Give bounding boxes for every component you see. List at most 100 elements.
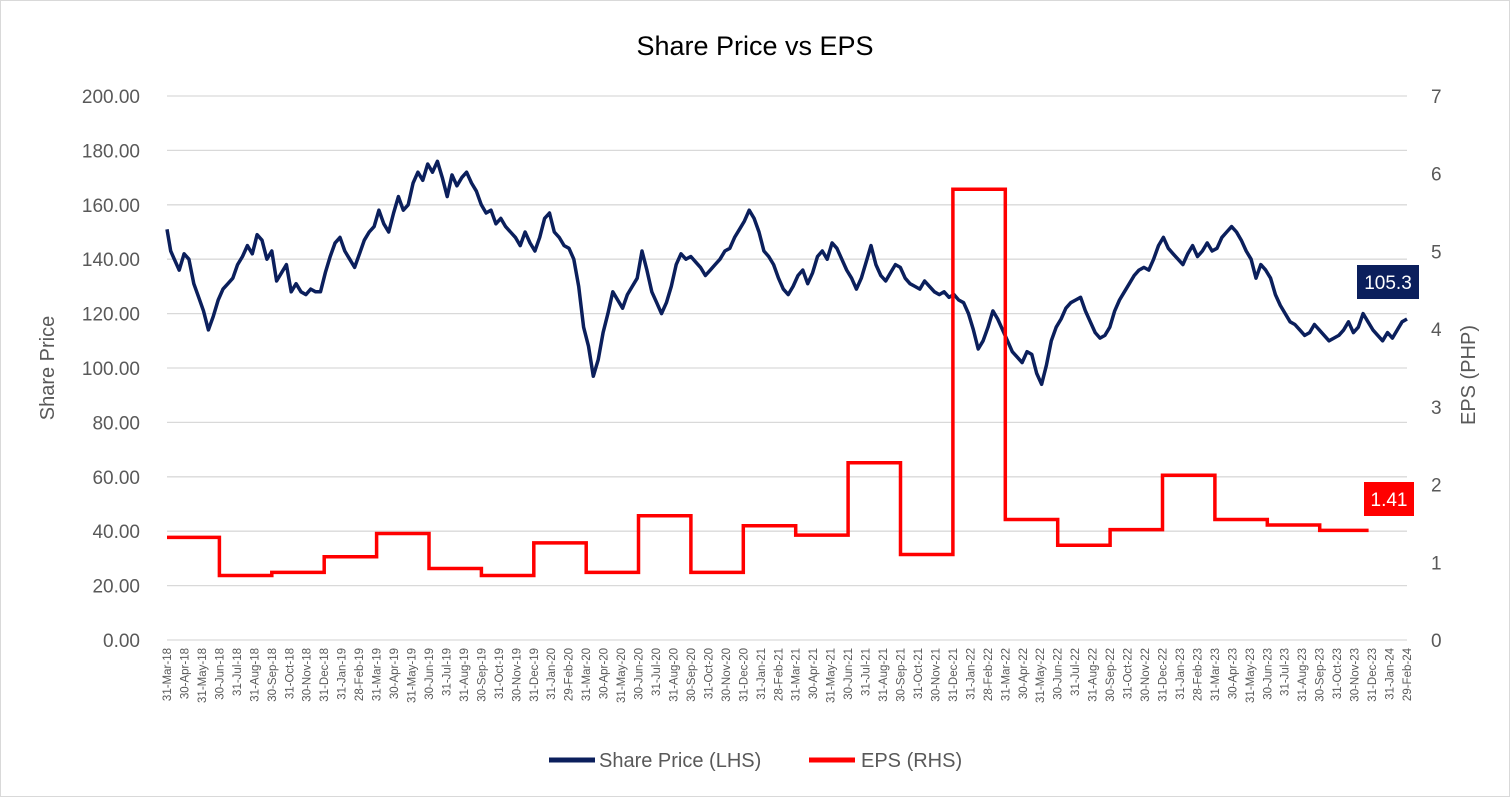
- x-tick-label: 30-Nov-18: [302, 648, 314, 702]
- x-tick-label: 30-Nov-22: [1140, 648, 1152, 702]
- chart-title: Share Price vs EPS: [636, 31, 873, 61]
- x-tick-label: 31-Jul-19: [441, 648, 453, 696]
- x-tick-label: 31-Oct-23: [1332, 648, 1344, 699]
- x-tick-label: 31-Jan-19: [337, 648, 349, 700]
- x-tick-label: 31-Jan-22: [965, 648, 977, 700]
- x-tick-label: 30-Jun-19: [424, 648, 436, 700]
- x-tick-label: 31-Dec-23: [1367, 648, 1379, 702]
- x-tick-label: 31-May-18: [197, 648, 209, 703]
- y-tick-label: 180.00: [82, 141, 140, 162]
- x-tick-label: 31-Dec-21: [948, 648, 960, 702]
- x-tick-label: 30-Jun-18: [214, 648, 226, 700]
- y-tick-label: 20.00: [92, 577, 140, 598]
- x-tick-label: 31-May-21: [826, 648, 838, 703]
- x-tick-label: 31-Aug-23: [1297, 648, 1309, 702]
- x-tick-label: 30-Jun-23: [1262, 648, 1274, 700]
- x-tick-label: 31-Jul-22: [1070, 648, 1082, 696]
- x-tick-label: 30-Jun-22: [1053, 648, 1065, 700]
- share-price-callout-box: [1357, 265, 1419, 299]
- x-axis-ticks: 31-Mar-18 30-Apr-18 31-May-18 30-Jun-18 31-J…: [162, 647, 1414, 703]
- y-tick-label: 60.00: [92, 468, 140, 489]
- x-tick-label: 28-Feb-22: [983, 648, 995, 701]
- x-tick-label: 31-Aug-20: [668, 648, 680, 702]
- legend: Share Price (LHS) EPS (RHS): [549, 750, 962, 772]
- x-tick-label: 30-Jun-20: [634, 648, 646, 700]
- x-tick-label: 31-Jul-23: [1280, 648, 1292, 696]
- x-tick-label: 31-May-19: [407, 648, 419, 703]
- x-tick-label: 31-Dec-18: [319, 648, 331, 702]
- x-tick-label: 30-Jun-21: [843, 648, 855, 700]
- y2-tick-label: 7: [1431, 87, 1442, 108]
- x-tick-label: 30-Sep-20: [686, 648, 698, 702]
- x-tick-label: 31-Mar-18: [162, 648, 174, 701]
- x-tick-label: 31-May-22: [1035, 648, 1047, 703]
- y2-tick-label: 2: [1431, 476, 1442, 497]
- x-tick-label: 31-Jul-21: [861, 648, 873, 696]
- x-tick-label: 31-Jan-21: [756, 648, 768, 700]
- x-tick-label: 31-Aug-18: [249, 648, 261, 702]
- x-tick-label: 30-Sep-19: [476, 648, 488, 702]
- y2-tick-label: 3: [1431, 398, 1442, 419]
- x-tick-label: 31-Mar-21: [791, 648, 803, 701]
- x-tick-label: 30-Apr-21: [808, 648, 820, 699]
- eps-callout-box: [1364, 482, 1414, 516]
- eps-step-line: [167, 187, 1369, 578]
- x-tick-label: 31-Jul-20: [651, 648, 663, 696]
- y-tick-label: 200.00: [82, 87, 140, 108]
- left-axis-title: Share Price: [37, 316, 59, 421]
- y-tick-label: 40.00: [92, 522, 140, 543]
- x-tick-label: 30-Sep-21: [896, 648, 908, 702]
- gridlines: [167, 95, 1407, 641]
- x-tick-label: 31-May-23: [1245, 648, 1257, 703]
- x-tick-label: 31-Oct-19: [494, 648, 506, 699]
- x-tick-label: 28-Feb-23: [1192, 648, 1204, 701]
- y-tick-label: 80.00: [92, 413, 140, 434]
- x-tick-label: 28-Feb-19: [354, 648, 366, 701]
- x-tick-label: 31-Oct-20: [703, 648, 715, 699]
- x-tick-label: 31-Aug-22: [1088, 648, 1100, 702]
- x-tick-label: 31-Dec-20: [738, 648, 750, 702]
- x-tick-label: 31-Oct-18: [284, 648, 296, 699]
- eps-callout-label: 1.41: [1371, 490, 1408, 511]
- x-tick-label: 29-Feb-24: [1402, 647, 1414, 701]
- x-tick-label: 29-Feb-20: [564, 648, 576, 701]
- right-axis-ticks: 0 1 2 3 4 5 6 7: [1431, 87, 1442, 652]
- x-tick-label: 30-Apr-18: [179, 648, 191, 699]
- x-tick-label: 30-Apr-19: [389, 648, 401, 699]
- x-tick-label: 30-Nov-21: [930, 648, 942, 702]
- x-tick-label: 31-Aug-19: [459, 648, 471, 702]
- x-tick-label: 30-Nov-23: [1350, 648, 1362, 702]
- x-tick-label: 30-Apr-20: [599, 648, 611, 699]
- y2-tick-label: 4: [1431, 320, 1442, 341]
- x-tick-label: 30-Nov-19: [511, 648, 523, 702]
- x-tick-label: 31-Mar-19: [372, 648, 384, 701]
- y-tick-label: 120.00: [82, 305, 140, 326]
- share-price-callout-label: 105.3: [1364, 273, 1412, 294]
- x-tick-label: 31-Mar-22: [1000, 648, 1012, 701]
- x-tick-label: 31-Oct-22: [1123, 648, 1135, 699]
- callouts: 105.3 1.41: [1357, 265, 1419, 516]
- x-tick-label: 31-Aug-21: [878, 648, 890, 702]
- legend-share-price-label: Share Price (LHS): [599, 750, 761, 772]
- y-tick-label: 0.00: [103, 631, 140, 652]
- x-tick-label: 30-Apr-22: [1018, 648, 1030, 699]
- y2-tick-label: 5: [1431, 242, 1442, 263]
- x-tick-label: 31-Dec-19: [529, 648, 541, 702]
- left-axis-ticks: 0.00 20.00 40.00 60.00 80.00 100.00 120.00 140.…: [82, 87, 140, 652]
- y2-tick-label: 0: [1431, 631, 1442, 652]
- x-tick-label: 31-Jul-18: [232, 648, 244, 696]
- plot-area: [165, 159, 1408, 578]
- x-tick-label: 30-Sep-22: [1105, 648, 1117, 702]
- x-tick-label: 30-Sep-23: [1315, 648, 1327, 702]
- share-price-line: [165, 159, 1408, 387]
- x-tick-label: 31-Jan-24: [1385, 647, 1397, 699]
- x-tick-label: 31-Jan-23: [1175, 648, 1187, 700]
- x-tick-label: 31-May-20: [616, 648, 628, 703]
- legend-eps-label: EPS (RHS): [861, 750, 962, 772]
- x-tick-label: 30-Sep-18: [267, 648, 279, 702]
- y2-tick-label: 6: [1431, 165, 1442, 186]
- y2-tick-label: 1: [1431, 553, 1442, 574]
- y-tick-label: 140.00: [82, 250, 140, 271]
